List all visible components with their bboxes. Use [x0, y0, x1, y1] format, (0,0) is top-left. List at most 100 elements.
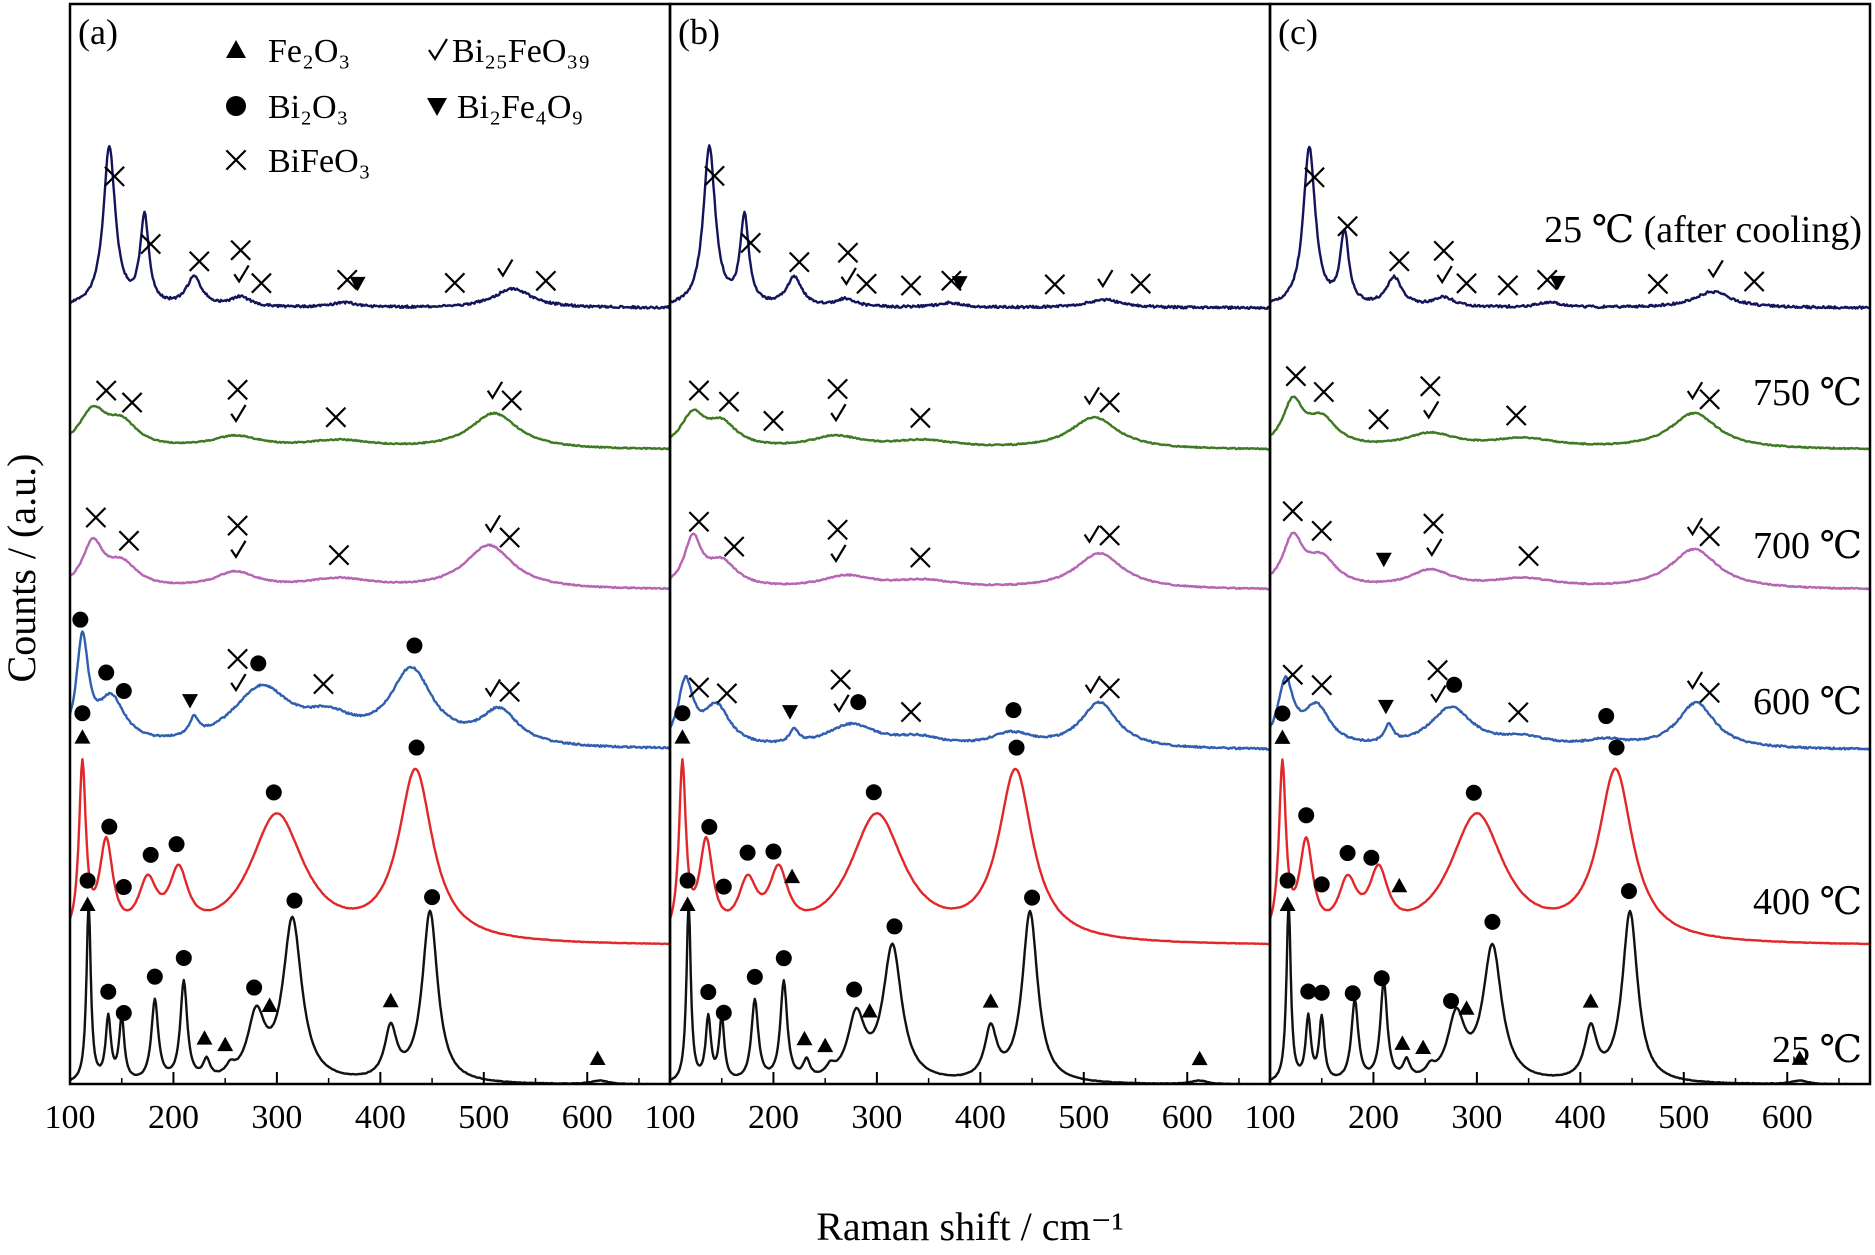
peak-marker-check	[1686, 517, 1704, 537]
peak-marker-cross	[1282, 500, 1304, 522]
legend-label-bifeo3: BiFeO₃	[268, 143, 371, 180]
peak-marker-cross	[1388, 250, 1410, 272]
peak-marker-cross	[900, 701, 922, 723]
peak-marker-circle	[700, 984, 717, 1001]
legend: Fe₂O₃ Bi₂₅FeO₃₉ Bi₂O₃ Bi₂Fe₄O₉ BiFeO₃	[225, 33, 590, 180]
series-label-700: 700 ℃	[1753, 525, 1862, 567]
series-line-c-25_after	[1270, 145, 1870, 310]
peak-marker-circle	[115, 879, 132, 896]
panel-label-c: (c)	[1278, 12, 1318, 52]
peak-marker-circle	[715, 878, 732, 895]
peak-marker-cross	[718, 391, 740, 413]
x-tick-label: 100	[645, 1099, 696, 1136]
series-line-c-400	[1270, 758, 1870, 946]
peak-marker-check	[840, 267, 857, 286]
series-line-b-750	[670, 408, 1270, 451]
peak-marker-layer	[72, 165, 1808, 1066]
panel-b-frame	[668, 2, 1272, 1086]
peak-marker-circle	[79, 872, 96, 889]
peak-marker-cross	[1419, 375, 1441, 397]
series-label-750: 750 ℃	[1753, 372, 1862, 414]
legend-check-icon	[428, 38, 448, 62]
peak-marker-check	[484, 678, 502, 698]
peak-marker-cross	[1507, 701, 1529, 723]
peak-marker-circle	[146, 968, 163, 985]
series-line-b-25	[670, 900, 1270, 1084]
peak-marker-cross	[535, 270, 557, 292]
series-label-600: 600 ℃	[1753, 681, 1862, 723]
peak-marker-check	[230, 673, 247, 693]
peak-marker-circle	[115, 683, 132, 700]
peak-marker-tri-up	[1191, 1050, 1208, 1066]
peak-marker-cross	[85, 507, 107, 528]
x-axis-label: Raman shift / cm⁻¹	[816, 1204, 1124, 1249]
peak-marker-check	[1686, 671, 1704, 690]
x-tick-label: 600	[562, 1099, 613, 1136]
peak-marker-circle	[74, 705, 91, 722]
peak-marker-cross	[1423, 513, 1444, 535]
peak-marker-cross	[900, 275, 922, 296]
peak-marker-tri-up	[784, 868, 801, 884]
peak-marker-circle	[1313, 984, 1330, 1001]
x-axis-ticks: 100 200 300 400 500 600 100 200 300 400 500 600 100 2…	[45, 1072, 1840, 1136]
peak-marker-check	[1423, 400, 1440, 420]
peak-marker-tri-up	[1274, 729, 1291, 744]
peak-marker-cross	[723, 536, 745, 557]
series-line-c-700	[1270, 531, 1870, 591]
peak-marker-tri-up	[861, 1003, 878, 1018]
peak-marker-cross	[227, 648, 248, 670]
peak-marker-circle	[424, 889, 441, 906]
x-tick-label: 300	[251, 1099, 302, 1136]
peak-marker-cross	[1647, 273, 1669, 295]
legend-circle-icon	[226, 96, 246, 116]
peak-marker-circle	[701, 818, 718, 835]
peak-marker-cross	[499, 681, 521, 703]
y-axis-label: Counts / (a.u.)	[0, 454, 44, 683]
peak-marker-cross	[1505, 405, 1527, 426]
peak-marker-tri-up	[1791, 1050, 1808, 1065]
peak-marker-tri-up	[982, 993, 999, 1008]
peak-marker-tri-up	[1582, 993, 1599, 1008]
peak-marker-cross	[688, 380, 710, 401]
peak-marker-circle	[1274, 705, 1291, 722]
series-line-a-600	[70, 630, 670, 750]
peak-marker-cross	[827, 519, 848, 541]
peak-marker-cross	[325, 406, 347, 428]
series-line-a-750	[70, 404, 670, 451]
peak-marker-cross	[1099, 392, 1121, 413]
peak-marker-circle	[746, 968, 763, 985]
peak-marker-circle	[679, 872, 696, 889]
peak-marker-check	[1097, 269, 1114, 289]
peak-marker-circle	[715, 1004, 732, 1021]
peak-marker-cross	[1044, 274, 1066, 295]
peak-marker-circle	[1446, 676, 1463, 693]
peak-marker-tri-down	[782, 705, 798, 720]
peak-marker-cross	[336, 269, 358, 291]
peak-marker-circle	[1484, 913, 1501, 930]
peak-marker-cross	[740, 232, 762, 254]
panel-frames	[68, 2, 1872, 1086]
peak-marker-circle	[850, 694, 867, 711]
peak-marker-tri-up	[74, 729, 91, 744]
peak-marker-circle	[1465, 784, 1482, 801]
series-label-25: 25 ℃	[1772, 1029, 1862, 1071]
peak-marker-circle	[72, 611, 89, 628]
peak-marker-check	[1430, 684, 1447, 704]
peak-marker-tri-up	[261, 997, 278, 1012]
x-tick-label: 500	[1658, 1099, 1709, 1136]
x-tick-label: 600	[1762, 1099, 1813, 1136]
peak-marker-cross	[1699, 388, 1721, 410]
peak-marker-tri-down	[1375, 552, 1392, 568]
peak-marker-cross	[328, 544, 350, 566]
series-line-c-750	[1270, 395, 1870, 451]
peak-marker-cross	[251, 272, 272, 294]
peak-marker-circle	[1339, 845, 1356, 862]
peak-marker-circle	[775, 950, 792, 967]
x-tick-label: 500	[1058, 1099, 1109, 1136]
x-tick-label: 400	[1555, 1099, 1606, 1136]
peak-marker-circle	[265, 784, 282, 801]
peak-marker-cross	[788, 251, 810, 273]
peak-marker-cross	[140, 233, 162, 255]
peak-marker-cross	[227, 515, 248, 537]
